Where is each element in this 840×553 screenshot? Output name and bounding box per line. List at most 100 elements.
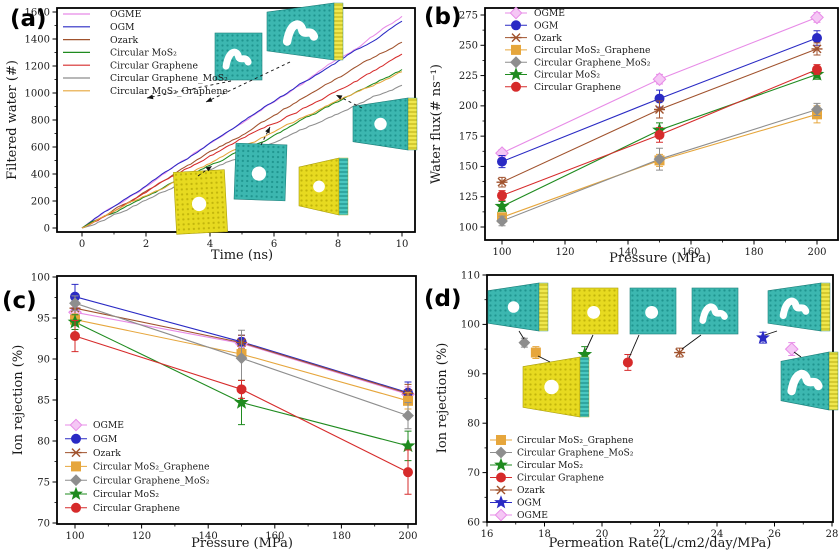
y-tick-label: 400 bbox=[31, 169, 50, 180]
y-axis-label: Water flux(# ns⁻¹) bbox=[429, 64, 444, 184]
legend-label: Circular MoS₂_Graphene bbox=[534, 45, 650, 56]
x-tick-label: 120 bbox=[555, 247, 574, 258]
insets bbox=[487, 282, 839, 418]
membrane-inset-teal-squiggle bbox=[214, 32, 263, 81]
x-tick-label: 16 bbox=[481, 529, 494, 540]
inset-arrow bbox=[197, 165, 213, 177]
y-tick-label: 150 bbox=[459, 162, 478, 173]
x-tick-label: 140 bbox=[199, 531, 218, 542]
y-tick-label: 70 bbox=[37, 518, 50, 529]
legend-item-OGME: OGME bbox=[505, 6, 565, 20]
legend-label: Circular MoS₂_Graphene bbox=[110, 86, 228, 97]
series bbox=[494, 10, 825, 227]
legend-item-Circular MoS₂_Graphene: Circular MoS₂_Graphene bbox=[505, 44, 650, 56]
legend-item-OGME: OGME bbox=[65, 418, 124, 432]
x-tick-label: 200 bbox=[398, 531, 417, 542]
y-tick-label: 1200 bbox=[25, 61, 50, 72]
y-axis-label: Filtered water (#) bbox=[5, 60, 20, 180]
legend-label: OGME bbox=[93, 420, 124, 431]
y-tick-label: 100 bbox=[459, 222, 478, 233]
x-tick-label: 26 bbox=[768, 529, 781, 540]
y-tick-label: 1600 bbox=[25, 7, 50, 18]
legend-item-OGME: OGME bbox=[63, 9, 142, 20]
legend-label: Circular Graphene_MoS₂ bbox=[93, 475, 210, 486]
panel-a-chart: 0 2 4 6 8 10 0 200 400 600 800 1000 1200 1400 1600 Time… bbox=[5, 2, 418, 263]
legend-item-Circular Graphene: Circular Graphene bbox=[490, 472, 604, 484]
series bbox=[67, 283, 416, 495]
x-tick-label: 2 bbox=[143, 239, 149, 250]
y-tick-label: 250 bbox=[459, 41, 478, 52]
x-tick-label: 20 bbox=[596, 529, 609, 540]
x-tick-label: 180 bbox=[744, 247, 763, 258]
legend-item-Circular Graphene_MoS₂: Circular Graphene_MoS₂ bbox=[63, 73, 228, 84]
y-tick-label: 200 bbox=[459, 101, 478, 112]
legend-label: Circular Graphene bbox=[517, 473, 604, 484]
legend-item-Circular Graphene_MoS₂: Circular Graphene_MoS₂ bbox=[65, 474, 210, 486]
y-tick-label: 1400 bbox=[25, 34, 50, 45]
panel-b-chart: 100 120 140 160 180 200 100 125 150 175 200 225 250 2… bbox=[429, 6, 839, 266]
membrane-inset-teal-squiggle bbox=[780, 351, 839, 411]
legend-label: Circular MoS₂ bbox=[517, 460, 583, 471]
legend-label: OGM bbox=[110, 22, 135, 33]
legend-item-Circular MoS₂: Circular MoS₂ bbox=[490, 457, 583, 471]
legend-label: Ozark bbox=[93, 448, 121, 459]
legend-label: Circular Graphene_MoS₂ bbox=[534, 57, 651, 68]
x-tick-label: 0 bbox=[79, 239, 85, 250]
y-axis-label: Ion rejection (%) bbox=[11, 345, 26, 456]
panel-a-label: (a) bbox=[10, 6, 47, 32]
legend-item-Circular MoS₂_Graphene: Circular MoS₂_Graphene bbox=[63, 86, 228, 97]
membrane-inset-teal-circle bbox=[629, 287, 677, 335]
legend-label: OGME bbox=[534, 8, 565, 19]
legend-label: Circular MoS₂ bbox=[93, 489, 159, 500]
y-tick-label: 100 bbox=[31, 272, 50, 283]
axes: 100 120 140 160 180 200 70 75 80 85 90 95 100 Pressur… bbox=[11, 272, 418, 551]
scatter-point-OGM bbox=[756, 330, 770, 344]
legend-label: Ozark bbox=[110, 35, 139, 46]
legend: OGME OGM Ozark Circular MoS₂_Graphene Circul… bbox=[65, 418, 210, 514]
inset-arrow bbox=[205, 61, 291, 103]
y-tick-label: 200 bbox=[31, 196, 50, 207]
x-axis-label: Time (ns) bbox=[211, 248, 273, 263]
legend-label: Circular MoS₂_Graphene bbox=[93, 462, 209, 473]
legend-label: OGME bbox=[517, 510, 548, 521]
x-tick-label: 200 bbox=[807, 247, 826, 258]
x-tick-label: 160 bbox=[265, 531, 284, 542]
inset-arrow bbox=[146, 80, 232, 100]
legend-item-Circular Graphene: Circular Graphene bbox=[505, 81, 621, 93]
legend-item-OGM: OGM bbox=[63, 22, 135, 33]
x-tick-label: 4 bbox=[207, 239, 213, 250]
y-tick-label: 90 bbox=[467, 369, 480, 380]
membrane-inset-yellow-circle bbox=[173, 169, 228, 235]
y-tick-label: 800 bbox=[31, 115, 50, 126]
membrane-inset-teal-circle bbox=[233, 142, 288, 202]
panel-c-label: (c) bbox=[2, 288, 37, 314]
x-tick-label: 6 bbox=[271, 239, 277, 250]
x-tick-label: 24 bbox=[711, 529, 724, 540]
series-points-Ozark bbox=[496, 42, 823, 188]
series bbox=[518, 330, 799, 371]
panel-d-chart: 16 18 20 22 24 26 28 60 70 80 90 100 110 Permeation R… bbox=[435, 270, 839, 551]
x-tick-label: 28 bbox=[826, 529, 839, 540]
legend-label: Ozark bbox=[517, 485, 545, 496]
axes: 100 120 140 160 180 200 100 125 150 175 200 225 250 2… bbox=[429, 7, 839, 266]
x-tick-label: 8 bbox=[335, 239, 341, 250]
y-tick-label: 125 bbox=[459, 192, 478, 203]
panel-b-label: (b) bbox=[424, 4, 462, 30]
series-line-OGM bbox=[81, 20, 403, 229]
legend-label: Circular Graphene_MoS₂ bbox=[517, 448, 634, 459]
panel-c-chart: 100 120 140 160 180 200 70 75 80 85 90 95 100 Pressur… bbox=[11, 272, 418, 551]
legend-label: OGME bbox=[110, 9, 142, 20]
legend-item-Circular MoS₂_Graphene: Circular MoS₂_Graphene bbox=[490, 435, 633, 446]
legend-label: Ozark bbox=[534, 33, 562, 44]
legend-label: OGM bbox=[93, 434, 117, 445]
legend-item-Circular MoS₂: Circular MoS₂ bbox=[65, 486, 159, 500]
x-tick-label: 120 bbox=[132, 531, 151, 542]
membrane-inset-teal-squiggle bbox=[691, 287, 739, 335]
membrane-inset-yellow-circle bbox=[522, 356, 590, 418]
legend-item-Ozark: Ozark bbox=[490, 485, 545, 496]
y-tick-label: 600 bbox=[31, 142, 50, 153]
legend-item-OGM: OGM bbox=[490, 495, 541, 509]
membrane-inset-yellow-circle bbox=[571, 287, 619, 335]
